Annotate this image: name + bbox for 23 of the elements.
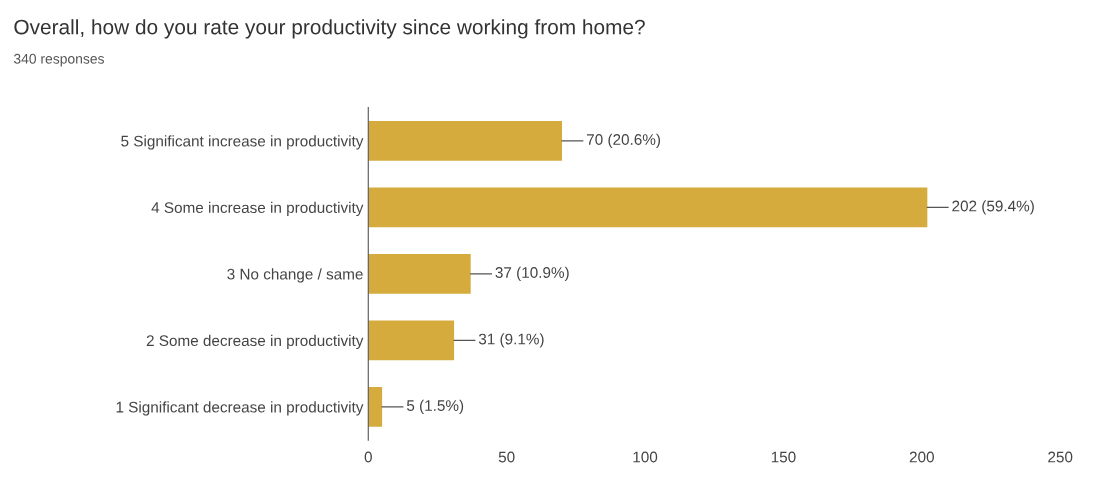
bar [368, 253, 471, 294]
x-tick-label: 50 [498, 451, 515, 463]
x-tick-label: 150 [771, 451, 796, 463]
data-label: 37 (10.9%) [495, 266, 569, 281]
data-label: 5 (1.5%) [406, 399, 464, 414]
bar [368, 320, 455, 361]
data-label: 31 (9.1%) [478, 333, 544, 348]
chart-title: Overall, how do you rate your productivity since working from home? [14, 19, 645, 39]
y-tick-label: 4 Some increase in productivity [151, 201, 364, 217]
bar [368, 120, 563, 161]
y-tick-label: 2 Some decrease in productivity [146, 334, 364, 350]
x-tick-label: 0 [364, 451, 372, 463]
data-label: 202 (59.4%) [952, 200, 1034, 215]
bar [368, 386, 383, 427]
x-tick-label: 100 [633, 451, 658, 463]
y-tick-label: 3 No change / same [227, 268, 363, 283]
x-tick-label: 200 [909, 451, 934, 463]
text: 340 responses [13, 53, 104, 67]
x-tick-label: 250 [1048, 451, 1073, 463]
y-tick-label: 1 Significant decrease in productivity [116, 401, 364, 416]
bar [368, 187, 928, 228]
y-tick-label: 5 Significant increase in productivity [121, 135, 364, 150]
data-label: 70 (20.6%) [587, 133, 661, 148]
